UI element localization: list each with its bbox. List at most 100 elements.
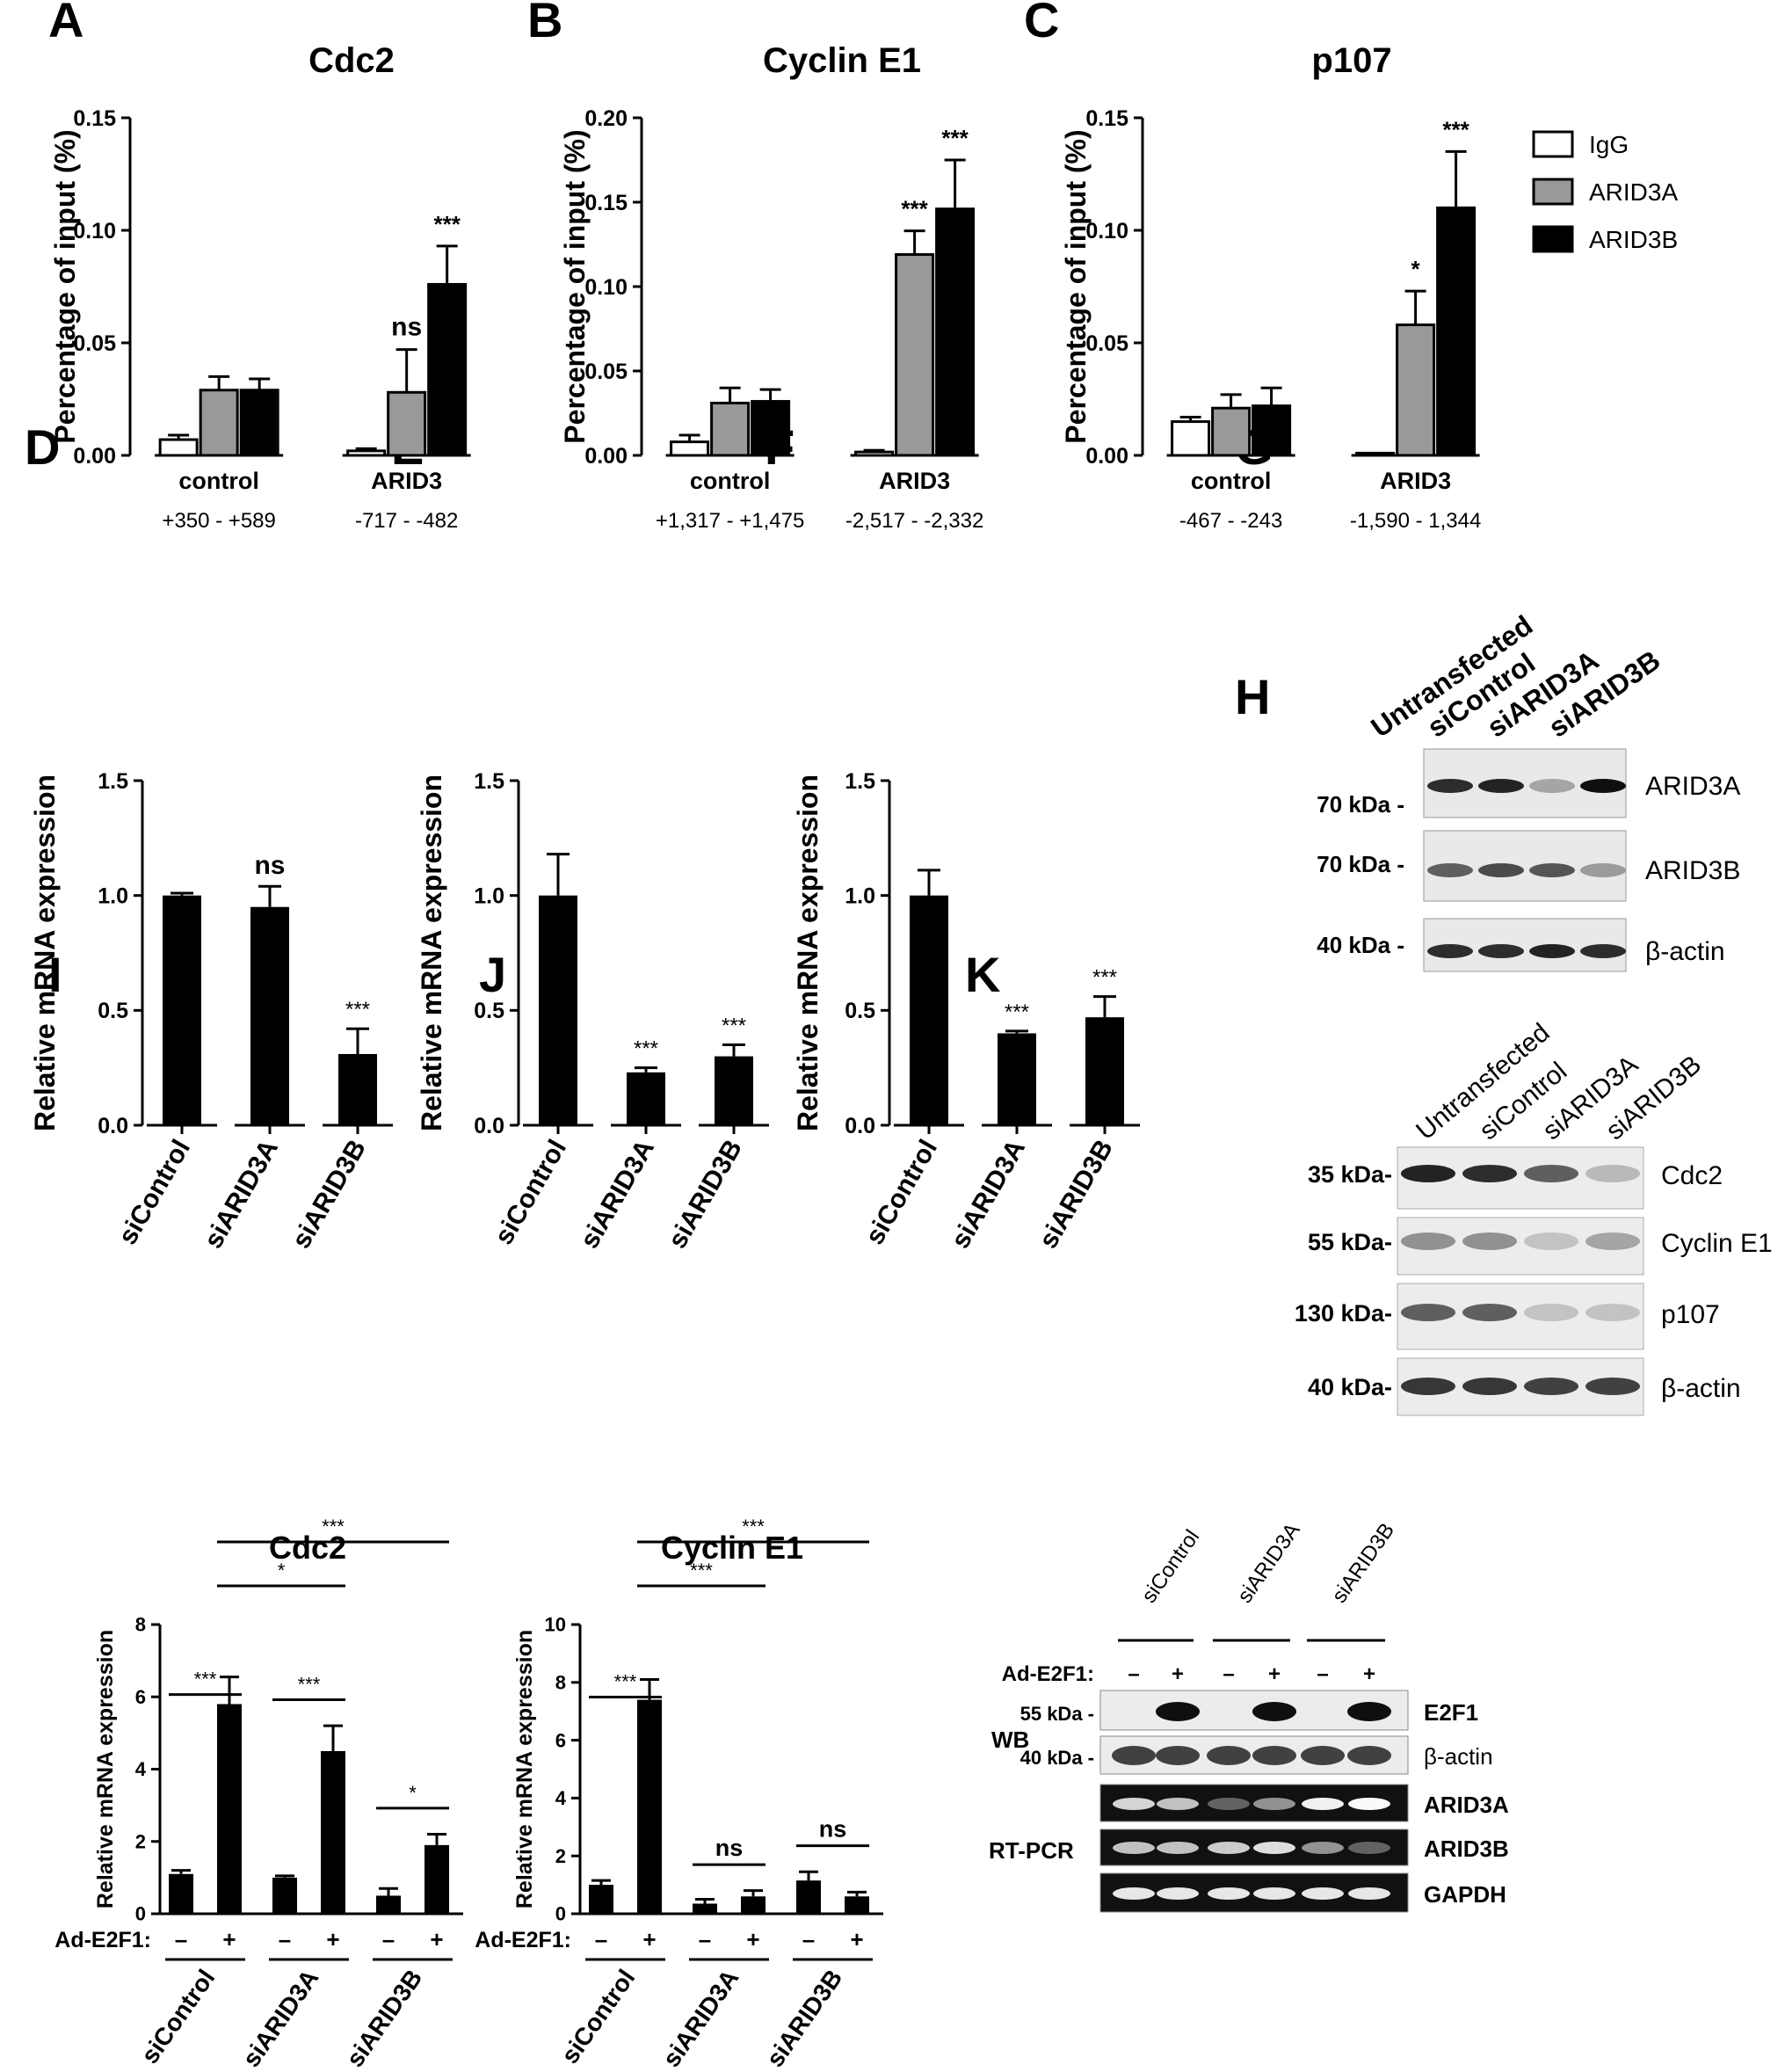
y-tick-label: 0.00 bbox=[73, 444, 116, 469]
chart-title: Cdc2 bbox=[269, 1530, 346, 1566]
x-sublabel: -717 - -482 bbox=[355, 509, 458, 533]
blot-band bbox=[1253, 1798, 1295, 1810]
blot-band bbox=[1112, 1746, 1156, 1765]
group-label: siARID3A bbox=[1233, 1519, 1305, 1608]
e2f1-sign: – bbox=[382, 1926, 395, 1952]
bar-arid3a bbox=[1396, 324, 1436, 457]
y-tick-label: 0.15 bbox=[73, 106, 116, 131]
blot-band bbox=[1113, 1798, 1155, 1810]
blot-band bbox=[1529, 863, 1575, 877]
section-label-wb: WB bbox=[991, 1727, 1029, 1753]
bar bbox=[910, 895, 948, 1125]
x-category-label: siControl bbox=[490, 1135, 572, 1250]
blot-band bbox=[1585, 1165, 1640, 1182]
y-tick-label: 0.05 bbox=[73, 331, 116, 356]
significance-label: *** bbox=[322, 1516, 345, 1538]
chart-c: p107 Percentage of input (%)0.00 0.05 0.10 0… bbox=[1060, 41, 1481, 533]
group-label: siARID3A bbox=[237, 1965, 324, 2072]
y-tick-label: 6 bbox=[135, 1686, 146, 1708]
blot-band bbox=[1207, 1746, 1251, 1765]
y-tick-label: 2 bbox=[555, 1845, 566, 1867]
blot-h: UntransfectedsiControlsiARID3AsiARID3B35… bbox=[1295, 1018, 1773, 1416]
mw-marker: 40 kDa- bbox=[1308, 1374, 1392, 1400]
bar bbox=[998, 1033, 1036, 1125]
y-tick-label: 0.15 bbox=[584, 191, 628, 215]
x-category-label: siARID3B bbox=[663, 1135, 748, 1254]
e2f1-sign: – bbox=[175, 1926, 187, 1952]
bar-arid3b bbox=[1252, 404, 1292, 457]
e2f1-sign: – bbox=[595, 1926, 607, 1952]
blot-band bbox=[1208, 1887, 1250, 1900]
e2f1-sign: + bbox=[746, 1926, 759, 1952]
x-category-label: ARID3 bbox=[879, 468, 950, 494]
e2f1-sign: – bbox=[279, 1926, 291, 1952]
blot-band bbox=[1585, 1232, 1640, 1250]
panel-letter-d: D bbox=[25, 419, 60, 475]
protein-label: Cyclin E1 bbox=[1661, 1229, 1773, 1258]
blot-k: siControl siARID3A siARID3B Ad-E2F1: – + – + – +5… bbox=[989, 1519, 1509, 1913]
x-category-label: ARID3 bbox=[371, 468, 442, 494]
section-label-rtpcr: RT-PCR bbox=[989, 1837, 1074, 1864]
chart-e: Relative mRNA expression 0.0 0.5 1.0 1.5 siCo… bbox=[416, 769, 769, 1254]
blot-band bbox=[1580, 779, 1626, 793]
chart-title: p107 bbox=[1311, 41, 1391, 80]
bar-igg bbox=[158, 438, 199, 457]
blot-band bbox=[1253, 1842, 1295, 1854]
protein-label: ARID3B bbox=[1645, 856, 1740, 885]
significance-label: *** bbox=[901, 196, 928, 222]
row-label: Ad-E2F1: bbox=[475, 1928, 571, 1952]
row-label: Ad-E2F1: bbox=[54, 1928, 151, 1952]
e2f1-sign: + bbox=[850, 1926, 863, 1952]
bar bbox=[637, 1699, 662, 1914]
y-tick-label: 0.15 bbox=[1085, 106, 1128, 131]
bar-igg bbox=[346, 449, 387, 457]
x-category-label: siControl bbox=[113, 1135, 196, 1250]
x-category-label: control bbox=[178, 468, 259, 494]
y-tick-label: 4 bbox=[135, 1758, 147, 1780]
y-tick-label: 0.5 bbox=[98, 999, 128, 1023]
y-tick-label: 0.00 bbox=[1085, 444, 1128, 469]
panel-letter-h: H bbox=[1235, 669, 1270, 724]
e2f1-sign: + bbox=[1268, 1662, 1281, 1686]
blot-band bbox=[1347, 1702, 1391, 1721]
x-sublabel: +1,317 - +1,475 bbox=[656, 509, 804, 533]
y-tick-label: 6 bbox=[555, 1729, 566, 1751]
mw-marker: 35 kDa- bbox=[1308, 1161, 1392, 1188]
bar-arid3a bbox=[199, 389, 239, 457]
y-tick-label: 0.00 bbox=[584, 444, 628, 469]
group-label: siARID3A bbox=[657, 1965, 744, 2072]
y-tick-label: 0.0 bbox=[474, 1114, 504, 1138]
y-tick-label: 0 bbox=[555, 1903, 566, 1925]
bar bbox=[693, 1903, 717, 1914]
x-category-label: siARID3B bbox=[287, 1135, 372, 1254]
bar-arid3a bbox=[895, 253, 935, 457]
y-axis-label: Relative mRNA expression bbox=[792, 774, 824, 1131]
blot-band bbox=[1580, 944, 1626, 958]
y-tick-label: 0.0 bbox=[845, 1114, 875, 1138]
bar-igg bbox=[854, 450, 895, 457]
group-label: siControl bbox=[1137, 1525, 1204, 1607]
significance-label: *** bbox=[345, 998, 370, 1021]
bar bbox=[589, 1885, 613, 1914]
protein-label: ARID3A bbox=[1645, 772, 1740, 801]
significance-label: *** bbox=[634, 1037, 658, 1061]
blot-band bbox=[1585, 1378, 1640, 1395]
y-tick-label: 8 bbox=[135, 1614, 146, 1636]
blot-band bbox=[1401, 1378, 1455, 1395]
e2f1-sign: + bbox=[222, 1926, 236, 1952]
y-tick-label: 0.5 bbox=[845, 999, 875, 1023]
group-label: siARID3B bbox=[1327, 1519, 1399, 1608]
y-tick-label: 8 bbox=[555, 1672, 566, 1694]
bar bbox=[627, 1072, 665, 1125]
blot-band bbox=[1427, 944, 1473, 958]
mw-marker: 40 kDa - bbox=[1317, 932, 1404, 958]
blot-band bbox=[1478, 779, 1524, 793]
significance-label: ns bbox=[819, 1816, 847, 1843]
chart-f: Relative mRNA expression 0.0 0.5 1.0 1.5 siCo… bbox=[792, 769, 1140, 1254]
x-sublabel: -2,517 - -2,332 bbox=[845, 509, 983, 533]
e2f1-sign: + bbox=[642, 1926, 656, 1952]
bar bbox=[338, 1053, 377, 1125]
x-category-label: siARID3A bbox=[575, 1135, 660, 1254]
blot-band bbox=[1427, 863, 1473, 877]
